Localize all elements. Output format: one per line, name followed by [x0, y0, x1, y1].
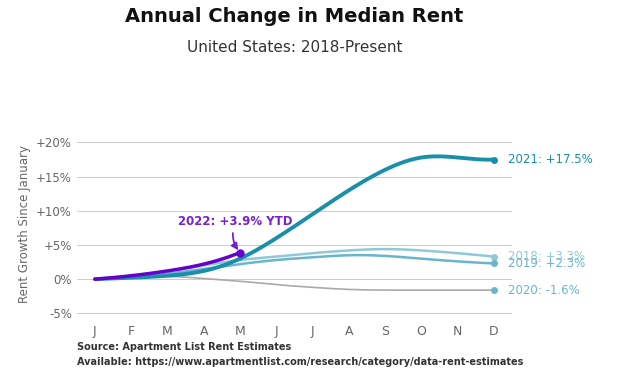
- Text: 2022: +3.9% YTD: 2022: +3.9% YTD: [179, 215, 293, 249]
- Text: 2019: +2.3%: 2019: +2.3%: [508, 257, 586, 270]
- Text: Source: Apartment List Rent Estimates: Source: Apartment List Rent Estimates: [77, 342, 291, 352]
- Text: 2020: -1.6%: 2020: -1.6%: [508, 284, 580, 297]
- Text: United States: 2018-Present: United States: 2018-Present: [187, 40, 402, 56]
- Text: Annual Change in Median Rent: Annual Change in Median Rent: [125, 7, 463, 26]
- Text: 2018: +3.3%: 2018: +3.3%: [508, 250, 586, 263]
- Y-axis label: Rent Growth Since January: Rent Growth Since January: [17, 145, 31, 304]
- Text: Available: https://www.apartmentlist.com/research/category/data-rent-estimates: Available: https://www.apartmentlist.com…: [77, 357, 523, 367]
- Text: 2021: +17.5%: 2021: +17.5%: [508, 153, 593, 166]
